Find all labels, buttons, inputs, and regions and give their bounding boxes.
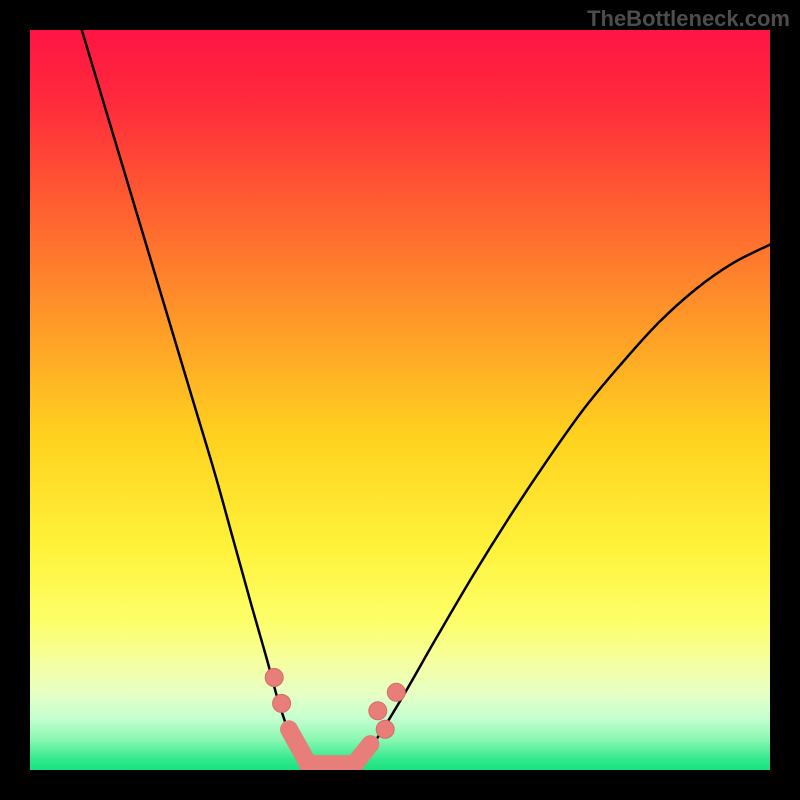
gradient-background [30,30,770,770]
marker-dot [273,694,291,712]
chart-frame: TheBottleneck.com [0,0,800,800]
watermark-text: TheBottleneck.com [587,6,790,32]
chart-svg [30,30,770,770]
marker-dot [376,720,394,738]
marker-dot [265,669,283,687]
plot-area [30,30,770,770]
marker-dot [369,702,387,720]
marker-dot [387,683,405,701]
marker-pill [356,744,371,763]
